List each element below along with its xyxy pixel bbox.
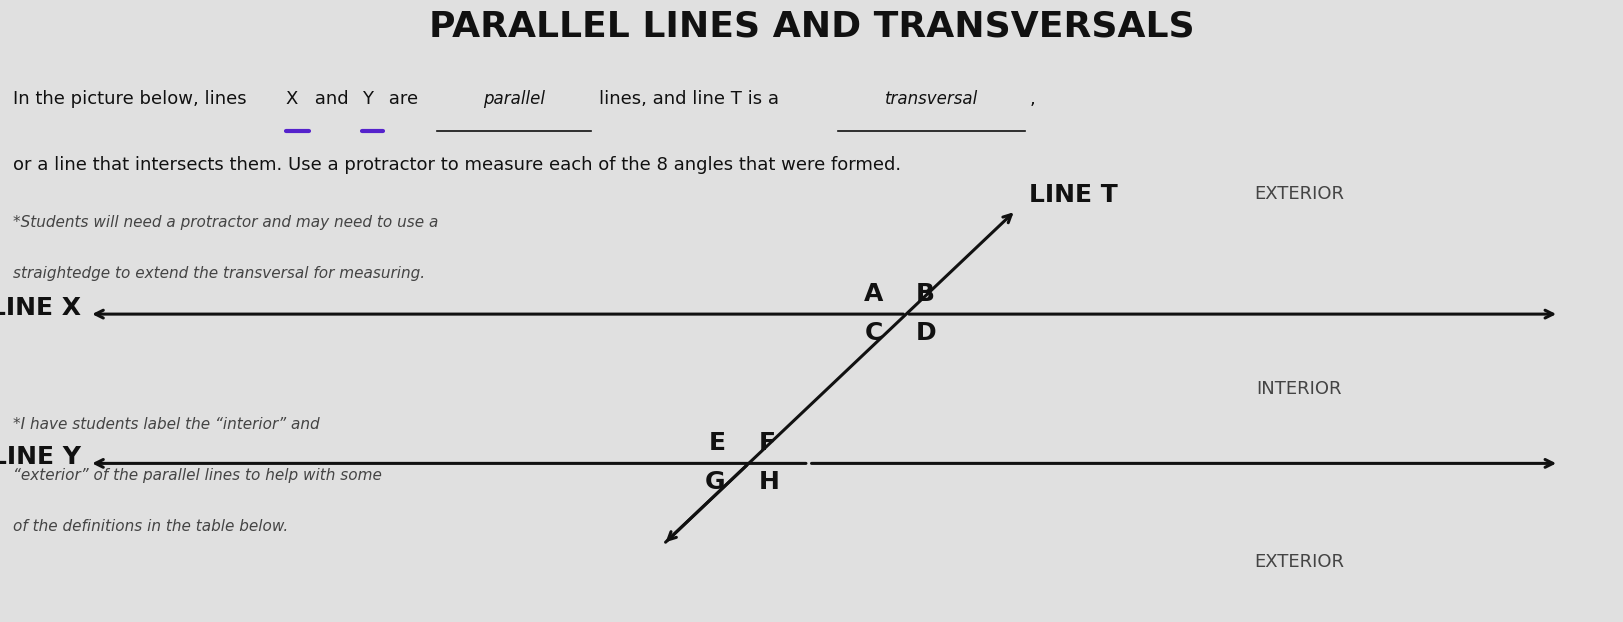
Text: F: F xyxy=(758,431,776,455)
Text: LINE X: LINE X xyxy=(0,296,81,320)
Text: or a line that intersects them. Use a protractor to measure each of the 8 angles: or a line that intersects them. Use a pr… xyxy=(13,156,901,174)
Text: “exterior” of the parallel lines to help with some: “exterior” of the parallel lines to help… xyxy=(13,468,381,483)
Text: G: G xyxy=(704,470,725,494)
Text: ,: , xyxy=(1029,90,1035,108)
Text: A: A xyxy=(863,282,883,306)
Text: *I have students label the “interior” and: *I have students label the “interior” an… xyxy=(13,417,320,432)
Text: EXTERIOR: EXTERIOR xyxy=(1253,185,1344,203)
Text: H: H xyxy=(758,470,779,494)
Text: B: B xyxy=(915,282,935,306)
Text: C: C xyxy=(863,321,883,345)
Text: INTERIOR: INTERIOR xyxy=(1256,380,1341,397)
Text: Y: Y xyxy=(362,90,373,108)
Text: E: E xyxy=(708,431,725,455)
Text: transversal: transversal xyxy=(885,90,977,108)
Text: *Students will need a protractor and may need to use a: *Students will need a protractor and may… xyxy=(13,215,438,230)
Text: PARALLEL LINES AND TRANSVERSALS: PARALLEL LINES AND TRANSVERSALS xyxy=(428,9,1195,44)
Text: parallel: parallel xyxy=(482,90,545,108)
Text: LINE T: LINE T xyxy=(1027,183,1117,207)
Text: EXTERIOR: EXTERIOR xyxy=(1253,553,1344,571)
Text: LINE Y: LINE Y xyxy=(0,445,81,469)
Text: X: X xyxy=(286,90,299,108)
Text: are: are xyxy=(383,90,419,108)
Text: lines, and line T is a: lines, and line T is a xyxy=(599,90,779,108)
Text: D: D xyxy=(915,321,936,345)
Text: and: and xyxy=(308,90,354,108)
Text: straightedge to extend the transversal for measuring.: straightedge to extend the transversal f… xyxy=(13,266,425,281)
Text: In the picture below, lines: In the picture below, lines xyxy=(13,90,252,108)
Text: of the definitions in the table below.: of the definitions in the table below. xyxy=(13,519,287,534)
